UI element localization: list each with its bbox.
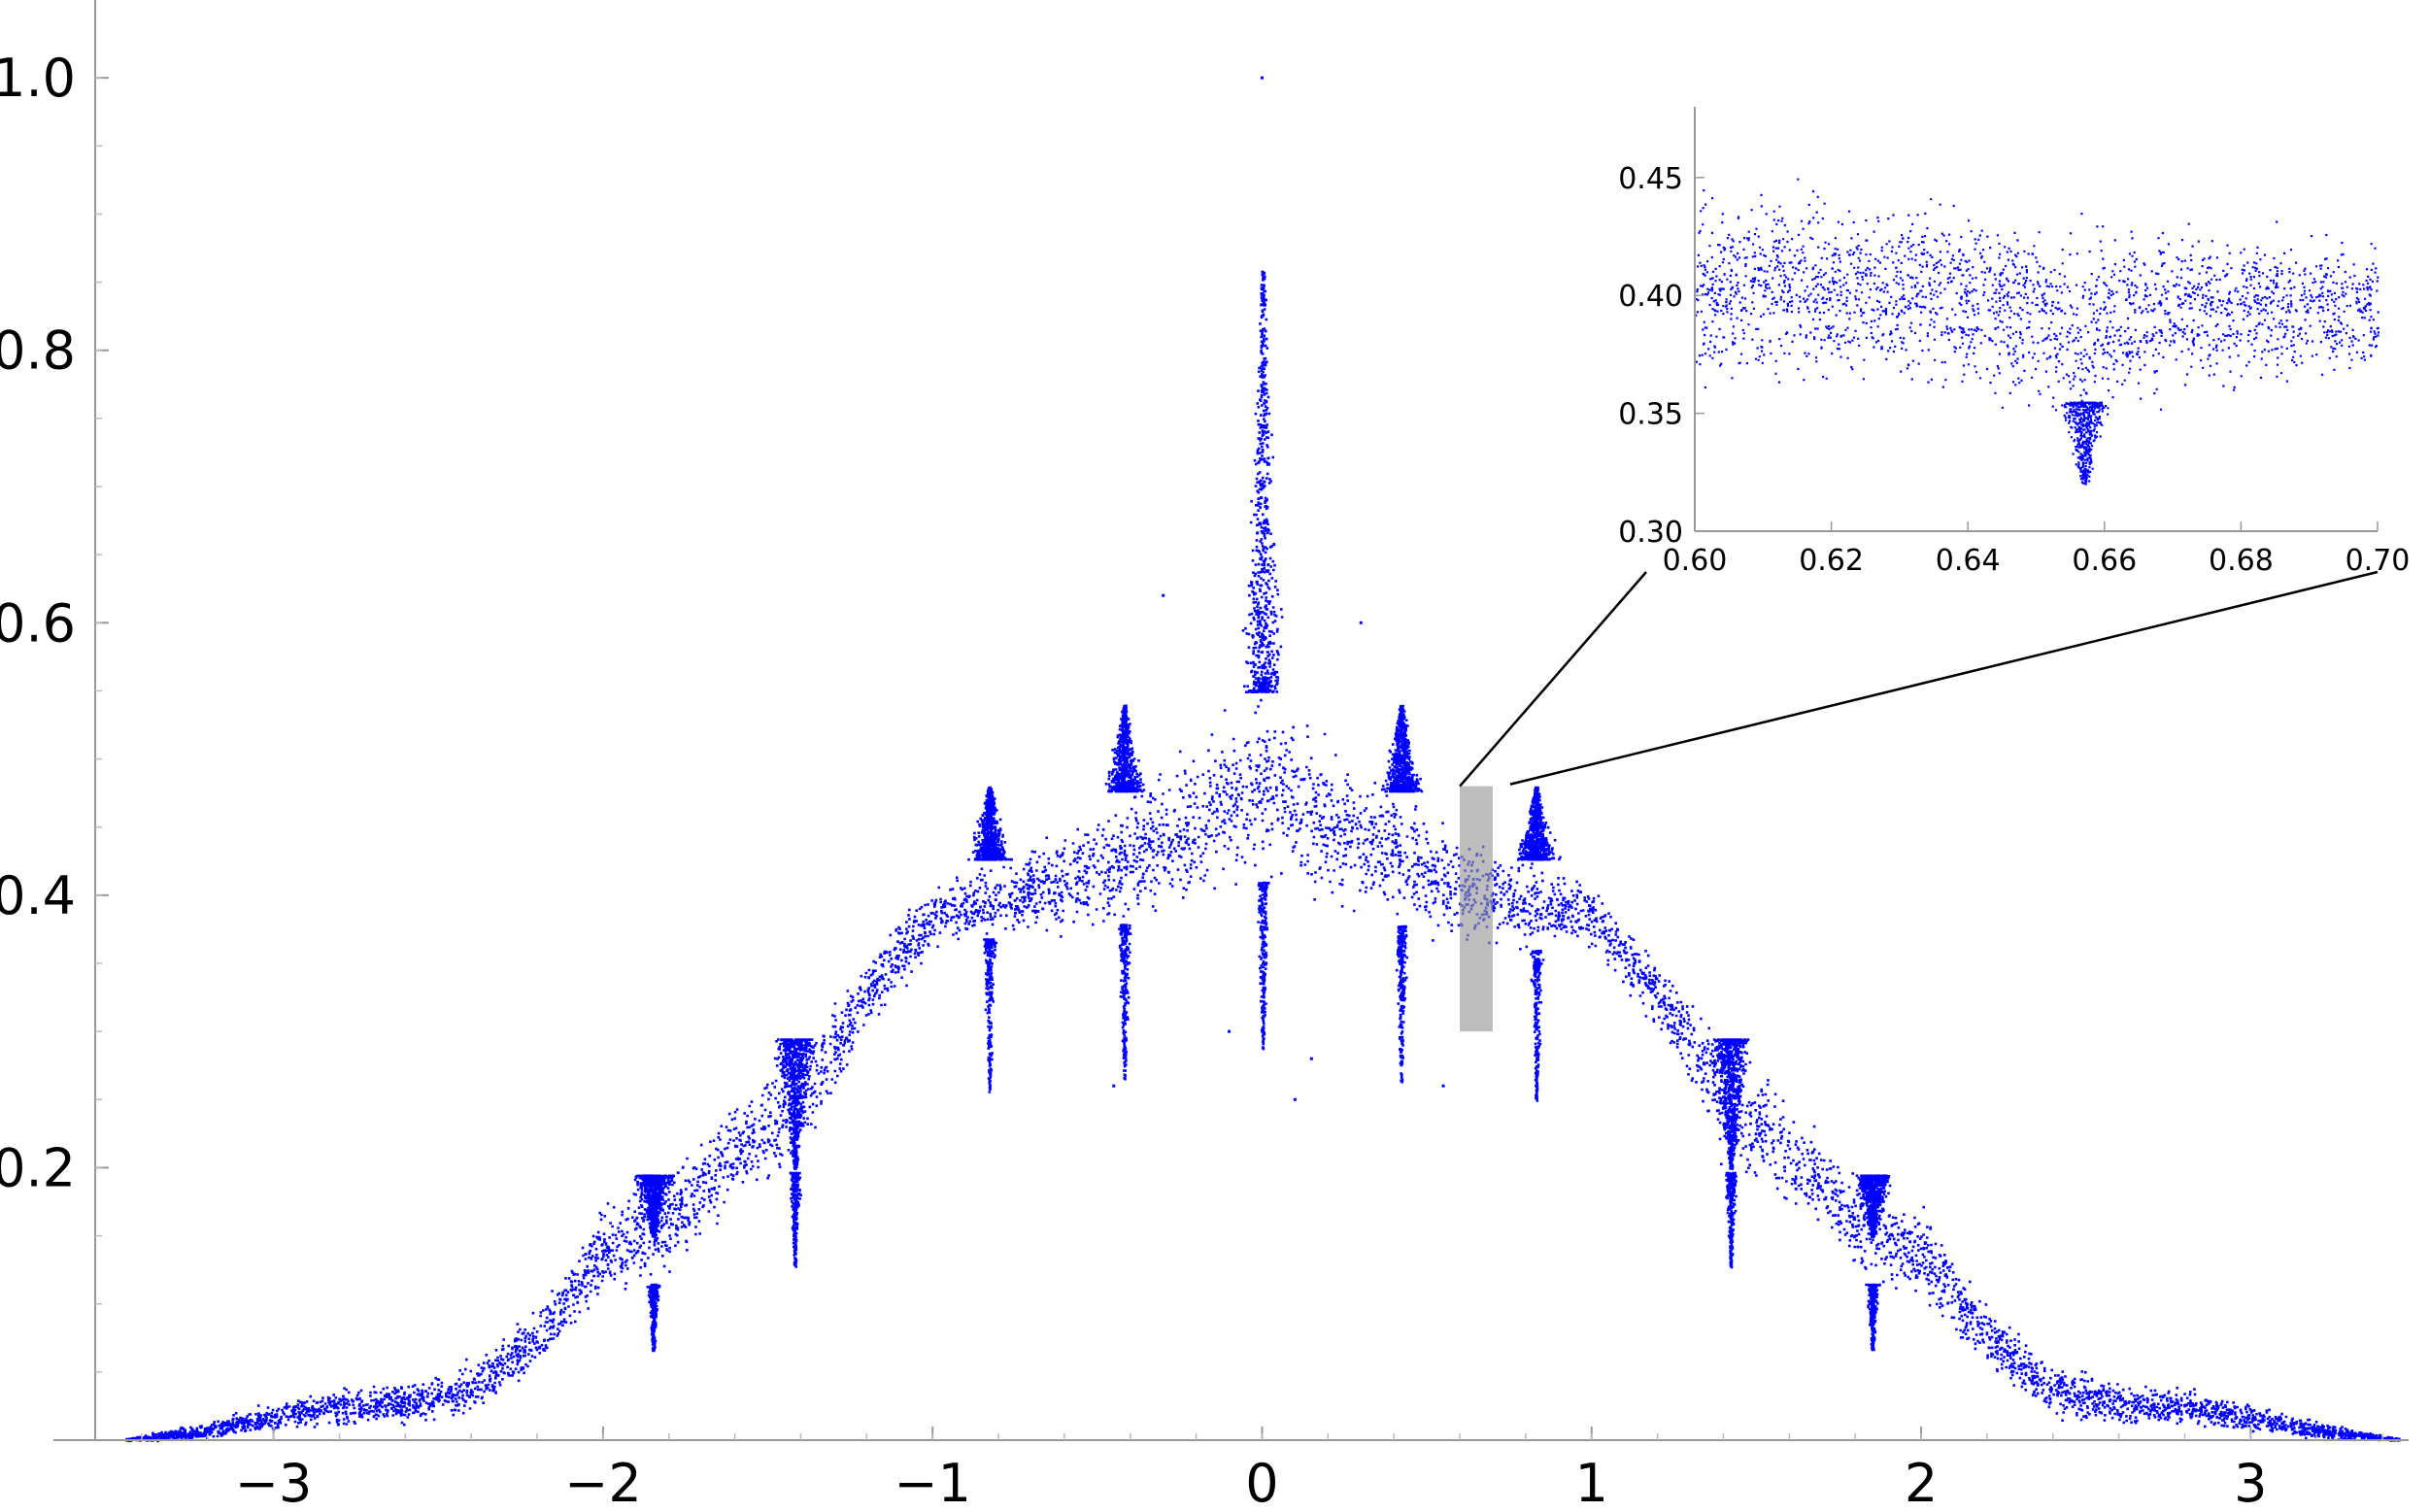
inset-x-tick-label: 0.66: [2072, 544, 2137, 578]
zoom-connector-lines: [1459, 570, 2379, 788]
inset-x-tick-label: 0.62: [1799, 544, 1864, 578]
main-y-tick-label: 0.2: [0, 1137, 76, 1198]
inset-y-tick-label: 0.45: [1618, 162, 1683, 196]
outlier-point-6: [1441, 1084, 1445, 1088]
main-tick-labels: −3 −2 −1 0 1 2 3 0.2 0.4 0.6 0.8 1.0: [0, 48, 2268, 1512]
inset-plot: 0.60 0.62 0.64 0.66 0.68 0.70 0.30 0.35 0.40 0.45: [1618, 102, 2410, 578]
main-y-tick-label: 0.6: [0, 592, 76, 654]
outlier-point-1: [1162, 593, 1165, 597]
connector-line-left: [1459, 571, 1647, 788]
main-x-tick-label: 0: [1245, 1453, 1278, 1507]
connector-line-right: [1509, 570, 2379, 786]
main-x-tick-label: −2: [564, 1453, 642, 1507]
outlier-point-7: [1293, 1097, 1297, 1101]
main-x-tick-label: 2: [1905, 1453, 1938, 1507]
outlier-point-4: [1309, 1057, 1313, 1060]
inset-point-markers: [1695, 178, 2379, 486]
main-x-tick-label: −1: [894, 1453, 971, 1507]
main-x-tick-label: 1: [1575, 1453, 1608, 1507]
inset-x-tick-label: 0.64: [1936, 544, 2001, 578]
main-y-tick-label: 0.8: [0, 320, 76, 382]
inset-axes: [1694, 107, 2379, 532]
main-y-tick-label: 1.0: [0, 48, 76, 109]
inset-x-tick-label: 0.70: [2346, 544, 2411, 578]
main-point-cloud: [125, 76, 2401, 1443]
outlier-point-0: [1260, 76, 1264, 80]
outlier-point-3: [1228, 1029, 1232, 1033]
main-x-tick-label: 3: [2234, 1453, 2267, 1507]
inset-x-tick-label: 0.60: [1663, 544, 1728, 578]
inset-background: [1690, 102, 2382, 531]
inset-y-tick-label: 0.40: [1618, 280, 1683, 314]
main-axes: [53, 0, 2409, 1441]
outlier-point-2: [1359, 621, 1363, 624]
zoom-highlight-region: [1460, 786, 1493, 1032]
inset-y-tick-label: 0.35: [1618, 398, 1683, 432]
inset-point-cloud: [1695, 178, 2379, 486]
inset-tick-labels: 0.60 0.62 0.64 0.66 0.68 0.70 0.30 0.35 0.40 0.45: [1618, 162, 2410, 578]
outlier-point-5: [1112, 1084, 1116, 1088]
highlight-rect: [1460, 786, 1493, 1032]
main-y-tick-label: 0.4: [0, 865, 76, 926]
main-x-tick-label: −3: [235, 1453, 313, 1507]
inset-x-tick-label: 0.68: [2209, 544, 2274, 578]
inset-y-tick-label: 0.30: [1618, 516, 1683, 550]
